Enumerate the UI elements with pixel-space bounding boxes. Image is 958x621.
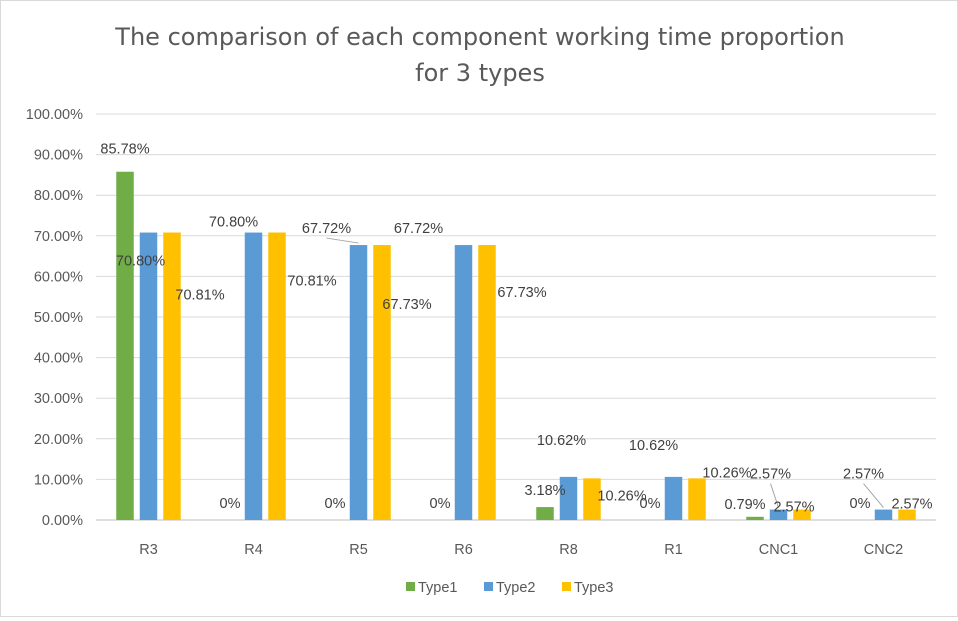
leader-line <box>770 483 779 508</box>
y-tick-label: 50.00% <box>34 310 83 326</box>
y-tick-label: 40.00% <box>34 351 83 367</box>
data-label: 0.79% <box>724 497 765 513</box>
bar-type2-r3 <box>139 232 158 520</box>
legend-swatch-type1 <box>406 582 415 591</box>
data-label: 67.73% <box>497 285 546 301</box>
y-tick-label: 70.00% <box>34 229 83 245</box>
data-label: 0% <box>850 496 871 512</box>
bar-type1-r3 <box>116 171 134 520</box>
x-tick-label: R4 <box>244 542 263 558</box>
bar-type1-cnc1 <box>746 516 764 520</box>
bars <box>116 171 916 520</box>
data-label: 70.80% <box>209 215 258 231</box>
y-axis-tick-labels: 0.00% 10.00% 20.00% 30.00% 40.00% 50.00% 60.00… <box>26 107 83 529</box>
data-label: 70.81% <box>175 288 224 304</box>
legend-label-type1: Type1 <box>418 580 458 596</box>
bar-type3-r3 <box>163 232 181 520</box>
x-tick-label: R6 <box>454 542 473 558</box>
data-label: 0% <box>325 496 346 512</box>
y-tick-label: 20.00% <box>34 432 83 448</box>
x-tick-label: CNC1 <box>759 542 798 558</box>
data-label: 67.72% <box>394 221 443 237</box>
bar-type2-r8 <box>559 476 578 520</box>
label-leader-lines <box>326 237 884 508</box>
x-tick-label: CNC2 <box>864 542 903 558</box>
x-axis-tick-labels: R3 R4 R5 R6 R8 R1 CNC1 CNC2 <box>139 542 903 558</box>
data-label: 2.57% <box>750 467 791 483</box>
data-label: 10.26% <box>597 488 646 504</box>
x-tick-label: R1 <box>664 542 683 558</box>
y-tick-label: 80.00% <box>34 188 83 204</box>
leader-line <box>863 483 884 508</box>
bar-type3-cnc1 <box>793 509 811 520</box>
legend-swatch-type2 <box>484 582 493 591</box>
bar-type3-cnc2 <box>898 509 916 520</box>
bar-type3-r4 <box>268 232 286 520</box>
chart-title-line-1: The comparison of each component working… <box>115 23 845 51</box>
leader-line <box>326 237 359 244</box>
legend-label-type2: Type2 <box>496 580 536 596</box>
y-tick-label: 60.00% <box>34 269 83 285</box>
data-labels: 85.78% 70.80% 70.81% 0% 70.80% 70.81% 0% 67.72%… <box>100 142 932 516</box>
data-label: 67.72% <box>302 221 351 237</box>
data-label: 3.18% <box>524 483 565 499</box>
bar-type3-r8 <box>583 478 601 520</box>
legend-label-type3: Type3 <box>574 580 614 596</box>
data-label: 0% <box>220 496 241 512</box>
bar-type2-cnc1 <box>769 509 788 520</box>
x-tick-label: R5 <box>349 542 368 558</box>
data-label: 85.78% <box>100 142 149 158</box>
bar-type3-r6 <box>478 245 496 520</box>
data-label: 2.57% <box>843 467 884 483</box>
data-label: 10.26% <box>702 465 751 481</box>
data-label: 10.62% <box>537 433 586 449</box>
bar-type2-r6 <box>454 245 473 520</box>
data-label: 2.57% <box>773 500 814 516</box>
y-tick-label: 30.00% <box>34 391 83 407</box>
x-tick-label: R3 <box>139 542 158 558</box>
gridlines <box>96 113 936 521</box>
bar-type2-r4 <box>244 232 263 520</box>
data-label: 67.73% <box>382 297 431 313</box>
chart-title: The comparison of each component working… <box>1 19 958 91</box>
y-tick-label: 0.00% <box>42 513 83 529</box>
bar-type3-r1 <box>688 478 706 520</box>
data-label: 2.57% <box>891 497 932 513</box>
data-label: 0% <box>430 496 451 512</box>
data-label: 70.81% <box>287 274 336 290</box>
legend-swatch-type3 <box>562 582 571 591</box>
chart-title-line-2: for 3 types <box>415 59 545 87</box>
bar-type2-cnc2 <box>874 509 893 520</box>
y-tick-label: 90.00% <box>34 148 83 164</box>
bar-type2-r5 <box>349 245 368 520</box>
data-label: 0% <box>640 496 661 512</box>
x-tick-label: R8 <box>559 542 578 558</box>
data-label: 10.62% <box>629 438 678 454</box>
bar-type3-r5 <box>373 245 391 520</box>
data-label: 70.80% <box>116 254 165 270</box>
y-tick-label: 10.00% <box>34 472 83 488</box>
y-tick-label: 100.00% <box>26 107 83 123</box>
legend: Type1 Type2 Type3 <box>406 580 614 596</box>
bar-type1-r8 <box>536 507 554 520</box>
bar-type2-r1 <box>664 476 683 520</box>
